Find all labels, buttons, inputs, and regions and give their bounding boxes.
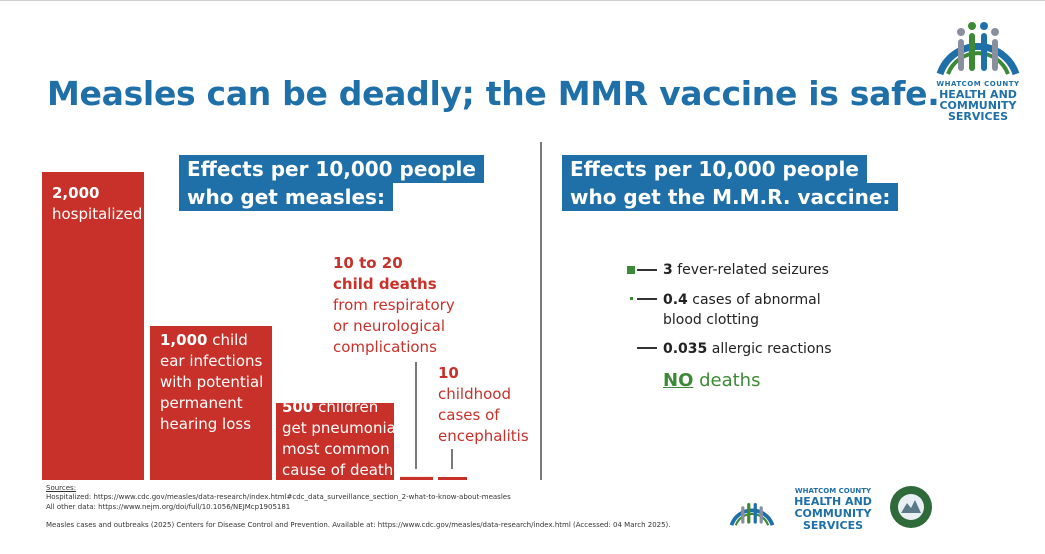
label-encephalitis: 10 childhood cases of encephalitis xyxy=(438,364,529,445)
top-rule xyxy=(0,0,1045,1)
leader-line-deaths xyxy=(415,362,417,469)
measles-header-line-1: Effects per 10,000 people xyxy=(179,155,484,183)
logo-bottom-caption-3: SERVICES xyxy=(802,519,864,532)
sources-title: Sources: xyxy=(46,484,77,492)
logo-bottom-caption-1: HEALTH AND xyxy=(794,495,872,508)
seizures-leader xyxy=(637,269,657,271)
page-title: Measles can be deadly; the MMR vaccine i… xyxy=(47,74,940,113)
vaccine-header-line-1: Effects per 10,000 people xyxy=(562,155,867,183)
vaccine-header-line-2: who get the M.M.R. vaccine: xyxy=(562,183,899,211)
allergic-leader xyxy=(637,347,657,349)
measles-bar-chart xyxy=(42,172,467,480)
source-line-2: All other data: https://www.nejm.org/doi… xyxy=(46,503,291,511)
logo-bottom-caption-2: COMMUNITY xyxy=(794,507,872,520)
label-child-deaths: 10 to 20 child deaths from respiratory o… xyxy=(333,254,455,356)
logo-caption-2: COMMUNITY xyxy=(939,99,1017,112)
label-hospitalized: 2,000 hospitalized xyxy=(52,184,143,223)
logo-caption-small: WHATCOM COUNTY xyxy=(936,80,1020,88)
logo-top: WHATCOM COUNTY HEALTH AND COMMUNITY SERV… xyxy=(928,8,1028,123)
logo-caption-3: SERVICES xyxy=(947,110,1009,123)
logo-caption-1: HEALTH AND xyxy=(939,88,1017,101)
bar-hospitalized xyxy=(42,172,144,480)
column-divider xyxy=(540,142,542,480)
label-ear-infections: 1,000 child ear infections with potentia… xyxy=(160,331,264,433)
county-seal-icon xyxy=(889,485,933,529)
clotting-leader xyxy=(637,298,657,300)
source-line-3: Measles cases and outbreaks (2025) Cente… xyxy=(46,521,671,529)
clotting-bar xyxy=(630,297,633,300)
bar-ear-infections xyxy=(150,326,272,480)
measles-header-line-2: who get measles: xyxy=(179,183,393,211)
vaccine-row-clotting: 0.4 cases of abnormal blood clotting xyxy=(663,292,821,328)
source-line-1: Hospitalized: https://www.cdc.gov/measle… xyxy=(46,493,511,501)
logo-people-icon xyxy=(936,22,1020,76)
vaccine-row-seizures: 3 fever-related seizures xyxy=(663,262,829,278)
seizures-bar xyxy=(627,266,635,274)
label-pneumonia: 500 children get pneumonia; most common … xyxy=(282,398,401,479)
logo-bottom: WHATCOM COUNTY HEALTH AND COMMUNITY SERV… xyxy=(725,485,885,535)
leader-line-encephalitis xyxy=(451,449,453,469)
bar-child-deaths xyxy=(400,476,433,480)
bar-encephalitis xyxy=(438,477,467,480)
no-deaths-label: NO deaths xyxy=(663,370,761,391)
logo-people-icon-small xyxy=(729,503,775,526)
logo-bottom-caption-small: WHATCOM COUNTY xyxy=(794,487,872,495)
bar-pneumonia xyxy=(276,403,394,480)
vaccine-row-allergic: 0.035 allergic reactions xyxy=(663,341,832,357)
